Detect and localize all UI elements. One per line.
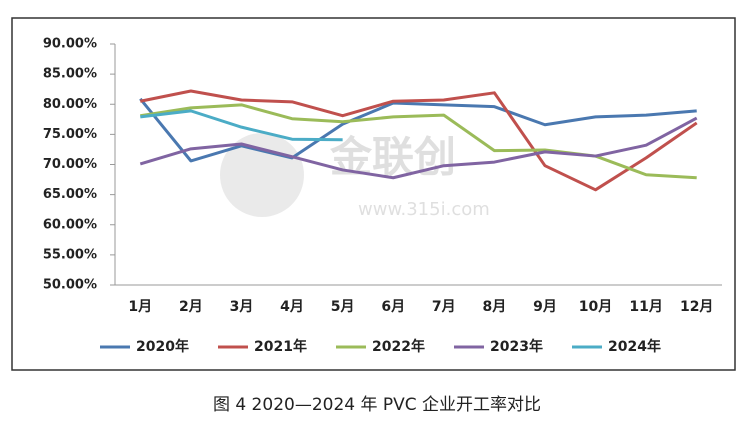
x-tick-label: 1月 — [128, 299, 152, 315]
y-tick-label: 55.00% — [43, 247, 97, 262]
legend-label: 2020年 — [136, 338, 189, 355]
x-tick-label: 10月 — [579, 299, 612, 315]
watermark-text: 金联创 — [329, 133, 456, 182]
x-tick-label: 8月 — [483, 299, 507, 315]
legend-label: 2024年 — [608, 338, 661, 355]
series-line — [139, 89, 698, 192]
y-tick-label: 60.00% — [43, 217, 97, 232]
x-tick-label: 4月 — [280, 299, 304, 315]
y-tick-label: 70.00% — [43, 157, 97, 172]
y-tick-label: 80.00% — [43, 97, 97, 112]
y-tick-label: 90.00% — [43, 37, 97, 52]
x-tick-label: 5月 — [331, 299, 355, 315]
series-line — [140, 103, 697, 180]
x-tick-label: 11月 — [629, 299, 662, 315]
legend-label: 2022年 — [372, 338, 425, 355]
x-tick-label: 12月 — [680, 299, 713, 315]
chart-frame — [11, 17, 736, 371]
caption: 图 4 2020—2024 年 PVC 企业开工率对比 — [213, 395, 541, 415]
y-tick-label: 75.00% — [43, 127, 97, 142]
series-line — [139, 116, 698, 180]
watermark-url: www.315i.com — [358, 199, 490, 220]
y-tick-label: 50.00% — [43, 278, 97, 293]
y-tick-label: 65.00% — [43, 187, 97, 202]
legend-label: 2023年 — [490, 338, 543, 355]
legend-label: 2021年 — [254, 338, 307, 355]
x-tick-label: 6月 — [381, 299, 405, 315]
x-tick-label: 9月 — [533, 299, 557, 315]
series-line — [140, 109, 343, 142]
x-tick-label: 3月 — [230, 299, 254, 315]
y-tick-label: 85.00% — [43, 67, 97, 82]
x-tick-label: 2月 — [179, 299, 203, 315]
series-line — [139, 97, 697, 163]
x-tick-label: 7月 — [432, 299, 456, 315]
